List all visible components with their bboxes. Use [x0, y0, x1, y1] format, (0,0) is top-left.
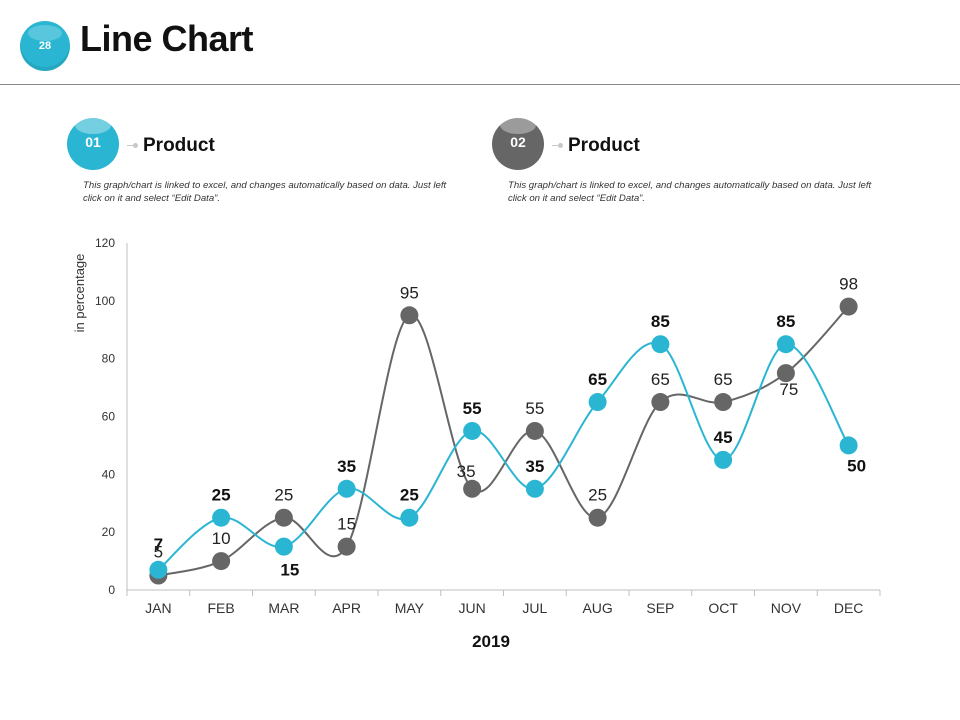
data-point-1: [149, 560, 168, 579]
page-title: Line Chart: [80, 18, 254, 59]
data-label-1: 7: [154, 535, 163, 554]
y-tick-label: 40: [102, 467, 116, 481]
series-line-2: [158, 305, 850, 577]
data-point-1: [588, 393, 607, 412]
data-point-1: [776, 335, 795, 354]
x-tick-label: AUG: [582, 600, 612, 616]
x-tick-label: NOV: [771, 600, 802, 616]
y-tick-label: 80: [102, 352, 116, 366]
data-point-2: [839, 297, 858, 316]
x-tick-label: JAN: [145, 600, 171, 616]
y-tick-label: 100: [95, 294, 115, 308]
data-point-1: [212, 508, 231, 527]
x-tick-label: FEB: [208, 600, 235, 616]
data-point-1: [839, 436, 858, 455]
data-point-2: [651, 393, 670, 412]
x-tick-label: JUN: [459, 600, 486, 616]
data-point-2: [400, 306, 419, 325]
y-tick-label: 120: [95, 236, 115, 250]
data-label-2: 65: [651, 370, 670, 389]
x-tick-label: MAR: [268, 600, 299, 616]
x-tick-label: MAY: [395, 600, 425, 616]
data-point-2: [776, 364, 795, 383]
y-axis-title: in percentage: [72, 254, 87, 333]
slide-number: 28: [38, 40, 52, 52]
data-label-1: 25: [212, 486, 231, 505]
data-label-2: 75: [779, 380, 798, 399]
y-tick-label: 20: [102, 525, 116, 539]
legend-connector: [127, 143, 138, 148]
slide-number-badge: 28: [20, 21, 70, 71]
data-label-2: 55: [525, 399, 544, 418]
data-label-2: 25: [588, 486, 607, 505]
data-point-2: [714, 393, 733, 412]
data-label-1: 65: [588, 370, 607, 389]
data-label-1: 85: [651, 312, 670, 331]
legend-number: 02: [510, 134, 526, 150]
data-point-2: [212, 552, 231, 571]
x-tick-label: DEC: [834, 600, 864, 616]
data-label-1: 55: [463, 399, 482, 418]
data-label-2: 95: [400, 283, 419, 302]
data-point-1: [274, 537, 293, 556]
data-point-1: [525, 479, 544, 498]
data-point-2: [525, 421, 544, 440]
x-tick-label: APR: [332, 600, 361, 616]
data-label-2: 25: [274, 486, 293, 505]
data-label-1: 15: [280, 561, 299, 580]
data-point-1: [714, 450, 733, 469]
data-label-1: 85: [776, 312, 795, 331]
data-label-2: 15: [337, 515, 356, 534]
data-label-2: 35: [457, 462, 476, 481]
data-label-2: 98: [839, 275, 858, 294]
legend-number: 01: [85, 134, 101, 150]
legend-description: This graph/chart is linked to excel, and…: [508, 180, 872, 204]
legend-connector: [552, 143, 563, 148]
data-point-1: [463, 421, 482, 440]
data-label-2: 65: [714, 370, 733, 389]
data-point-2: [337, 537, 356, 556]
legend-number-circle-02: 02: [492, 118, 544, 170]
data-point-2: [463, 479, 482, 498]
series-line-1: [157, 341, 850, 571]
data-label-1: 45: [714, 428, 733, 447]
x-tick-label: SEP: [646, 600, 674, 616]
data-label-2: 5: [154, 543, 163, 562]
data-label-1: 50: [847, 456, 866, 475]
title-divider: [0, 84, 960, 85]
y-tick-label: 60: [102, 410, 116, 424]
y-tick-label: 0: [108, 583, 115, 597]
legend-title: Product: [143, 135, 215, 156]
data-point-1: [337, 479, 356, 498]
data-label-1: 35: [337, 457, 356, 476]
data-point-2: [274, 508, 293, 527]
x-tick-label: OCT: [708, 600, 738, 616]
data-label-1: 25: [400, 486, 419, 505]
x-tick-label: JUL: [522, 600, 547, 616]
data-label-1: 35: [525, 457, 544, 476]
legend-title: Product: [568, 135, 640, 156]
data-point-2: [588, 508, 607, 527]
data-point-1: [400, 508, 419, 527]
x-axis-title: 2019: [472, 632, 510, 651]
data-label-2: 10: [212, 529, 231, 548]
data-point-1: [651, 335, 670, 354]
legend-description: This graph/chart is linked to excel, and…: [83, 180, 447, 204]
legend-number-circle-01: 01: [67, 118, 119, 170]
